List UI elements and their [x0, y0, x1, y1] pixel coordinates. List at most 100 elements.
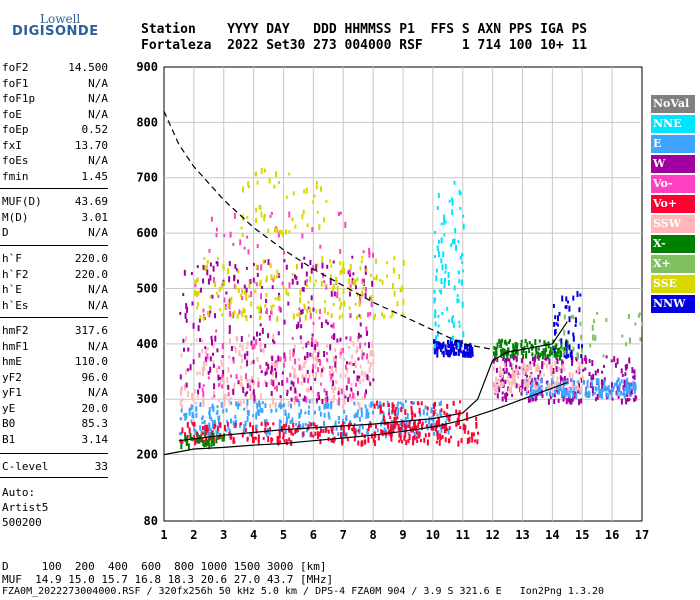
echo-point: [455, 343, 458, 350]
echo-point: [536, 378, 539, 382]
echo-point: [582, 368, 585, 372]
echo-point: [362, 250, 365, 254]
echo-point: [320, 186, 322, 192]
echo-point: [544, 347, 547, 352]
echo-point: [525, 351, 528, 356]
echo-point: [359, 315, 362, 320]
echo-point: [291, 217, 294, 222]
echo-point: [316, 263, 319, 267]
echo-point: [197, 290, 200, 296]
param-name: foF1: [2, 76, 29, 90]
echo-point: [498, 386, 501, 393]
echo-point: [568, 397, 571, 404]
echo-point: [540, 384, 543, 388]
echo-point: [362, 378, 365, 382]
param-row: fxI 13.70: [2, 138, 108, 153]
param-value: 3.14: [81, 432, 109, 446]
echo-point: [603, 388, 606, 392]
echo-point: [328, 370, 331, 377]
echo-point: [547, 385, 549, 390]
echo-point: [254, 289, 257, 294]
echo-point: [211, 339, 213, 346]
echo-point: [368, 342, 370, 349]
echo-point: [289, 349, 291, 356]
echo-point: [332, 388, 335, 394]
echo-point: [633, 388, 636, 395]
echo-point: [324, 397, 327, 402]
echo-point: [492, 358, 495, 364]
echo-point: [539, 352, 542, 358]
x-tick-label: 5: [280, 528, 287, 542]
echo-point: [298, 393, 301, 397]
echo-point: [243, 290, 246, 295]
echo-point: [289, 356, 292, 361]
echo-point: [300, 340, 303, 344]
echo-point: [319, 439, 322, 445]
echo-point: [203, 366, 206, 372]
echo-point: [253, 380, 256, 385]
echo-point: [622, 389, 625, 394]
echo-point: [261, 408, 264, 414]
echo-point: [402, 299, 405, 306]
echo-point: [345, 433, 347, 437]
auto-artist: Artist5: [2, 501, 49, 514]
echo-point: [347, 270, 350, 275]
echo-point: [450, 344, 453, 349]
echo-point: [278, 181, 281, 184]
echo-point: [336, 285, 339, 292]
echo-point: [195, 401, 198, 405]
echo-point: [295, 390, 298, 395]
echo-point: [563, 375, 566, 381]
panel-divider: [0, 317, 108, 318]
echo-point: [308, 405, 311, 409]
echo-point: [189, 433, 192, 438]
echo-point: [295, 275, 298, 280]
echo-point: [259, 315, 262, 319]
echo-point: [291, 278, 294, 285]
param-row: MUF(D) 43.69: [2, 194, 108, 209]
echo-point: [401, 420, 404, 427]
echo-point: [260, 421, 263, 426]
echo-point: [225, 408, 228, 413]
param-value: 0.52: [81, 123, 109, 136]
echo-point: [324, 427, 327, 433]
echo-point: [319, 244, 322, 249]
echo-point: [443, 233, 446, 237]
echo-point: [549, 346, 552, 352]
echo-point: [625, 398, 628, 405]
echo-point: [232, 359, 235, 364]
echo-point: [625, 386, 628, 390]
echo-point: [215, 431, 218, 438]
echo-point: [210, 335, 213, 340]
echo-point: [567, 300, 569, 304]
echo-point: [553, 393, 556, 398]
echo-point: [317, 367, 320, 373]
echo-point: [439, 425, 442, 430]
echo-point: [433, 339, 435, 345]
echo-point: [230, 296, 233, 301]
echo-point: [566, 340, 569, 346]
echo-point: [620, 368, 623, 374]
echo-point: [289, 429, 292, 433]
echo-point: [332, 322, 335, 329]
echo-point: [253, 394, 256, 401]
echo-point: [334, 348, 337, 353]
y-tick-label: 800: [136, 115, 158, 129]
echo-point: [228, 331, 231, 334]
echo-point: [535, 381, 537, 388]
echo-point: [529, 376, 532, 380]
echo-point: [230, 397, 232, 401]
echo-point: [460, 279, 463, 286]
echo-point: [281, 404, 284, 408]
echo-point: [544, 350, 547, 357]
echo-point: [244, 392, 247, 397]
echo-point: [461, 253, 463, 257]
echo-point: [592, 393, 595, 397]
echo-point: [352, 279, 355, 286]
echo-point: [234, 347, 237, 353]
echo-point: [499, 370, 502, 376]
echo-cluster: [558, 311, 644, 360]
echo-point: [239, 365, 242, 369]
echo-point: [570, 377, 573, 381]
echo-point: [265, 292, 268, 297]
